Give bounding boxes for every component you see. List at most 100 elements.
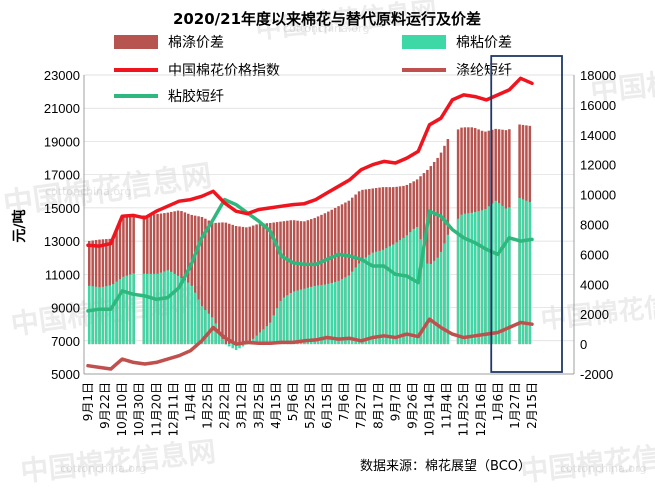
watermark-url: cottonchina.org xyxy=(283,22,370,35)
x-tick-label: 1月4日 xyxy=(184,382,198,421)
bar-cotton-viscose-spread xyxy=(508,207,511,345)
line-viscose-staple-point xyxy=(439,214,443,218)
bar-cotton-viscose-spread xyxy=(292,291,296,345)
bar-cotton-polyester-spread xyxy=(190,214,193,345)
bar-cotton-viscose-spread xyxy=(108,285,112,345)
y-left-tick-label: 13000 xyxy=(44,234,80,249)
bar-cotton-viscose-spread xyxy=(364,257,368,345)
x-tick-label: 11月25日 xyxy=(457,382,471,437)
line-cotton-price-index-point xyxy=(246,212,249,215)
line-cotton-price-index-point xyxy=(325,191,329,195)
bar-cotton-viscose-spread xyxy=(388,246,392,345)
bar-cotton-viscose-spread xyxy=(286,295,289,345)
y-right-tick-label: 2000 xyxy=(580,307,609,322)
line-polyester-staple-point xyxy=(360,339,363,342)
line-viscose-staple-point xyxy=(462,236,465,239)
y-right-tick-label: 18000 xyxy=(580,68,616,83)
line-cotton-price-index-point xyxy=(405,156,408,160)
bar-cotton-polyester-spread xyxy=(344,202,347,345)
bar-cotton-viscose-spread xyxy=(272,315,275,345)
line-polyester-staple-point xyxy=(382,334,386,337)
line-cotton-price-index-point xyxy=(109,242,112,245)
line-viscose-staple-point xyxy=(86,309,90,313)
bar-cotton-viscose-spread xyxy=(385,248,388,345)
y-left-tick-label: 11000 xyxy=(45,267,80,282)
x-tick-label: 1月27日 xyxy=(508,382,522,429)
line-viscose-staple-point xyxy=(303,263,306,266)
bar-cotton-viscose-spread xyxy=(313,285,316,345)
line-cotton-price-index-point xyxy=(428,123,431,127)
bar-cotton-viscose-spread xyxy=(528,202,532,345)
bar-cotton-viscose-spread xyxy=(327,283,330,345)
bar-cotton-viscose-spread xyxy=(279,300,282,345)
bar-cotton-viscose-spread xyxy=(378,250,381,345)
bar-cotton-viscose-spread xyxy=(224,344,228,345)
bar-cotton-viscose-spread xyxy=(296,290,299,345)
bar-cotton-viscose-spread xyxy=(381,249,385,345)
bar-cotton-viscose-spread xyxy=(169,271,173,345)
x-tick-label: 3月25日 xyxy=(252,382,266,429)
line-cotton-price-index-point xyxy=(496,93,500,97)
bar-cotton-viscose-spread xyxy=(282,297,286,345)
x-tick-label: 10月14日 xyxy=(423,382,437,437)
bar-cotton-viscose-spread xyxy=(91,286,94,345)
y-left-tick-label: 5000 xyxy=(51,367,80,382)
line-polyester-staple-point xyxy=(234,342,238,346)
y-left-tick-label: 17000 xyxy=(44,168,80,183)
bar-cotton-viscose-spread xyxy=(422,251,426,345)
line-cotton-price-index-point xyxy=(166,205,169,208)
line-polyester-staple-point xyxy=(496,331,500,334)
line-viscose-staple-point xyxy=(166,296,169,299)
bar-cotton-viscose-spread xyxy=(402,237,405,345)
y-right-tick-label: 10000 xyxy=(580,188,616,203)
bar-cotton-polyester-spread xyxy=(180,211,183,345)
bar-cotton-polyester-spread xyxy=(217,222,221,345)
bar-cotton-viscose-spread xyxy=(125,275,129,345)
line-cotton-price-index-point xyxy=(257,208,260,211)
bar-cotton-polyester-spread xyxy=(193,215,197,345)
bar-cotton-viscose-spread xyxy=(180,278,183,345)
line-cotton-price-index-point xyxy=(451,98,454,102)
line-cotton-price-index-point xyxy=(394,161,397,165)
line-viscose-staple-point xyxy=(189,264,192,268)
x-tick-label: 7月27日 xyxy=(354,382,368,429)
line-polyester-staple-point xyxy=(508,326,511,329)
bar-cotton-viscose-spread xyxy=(429,263,433,345)
bar-cotton-viscose-spread xyxy=(221,338,224,345)
line-viscose-staple-point xyxy=(212,218,215,221)
bar-cotton-polyester-spread xyxy=(275,222,279,345)
line-cotton-price-index-point xyxy=(268,206,272,210)
line-viscose-staple-point xyxy=(234,203,238,206)
bar-cotton-polyester-spread xyxy=(350,197,354,345)
line-polyester-staple-point xyxy=(416,335,420,338)
bar-cotton-viscose-spread xyxy=(521,199,525,345)
bar-cotton-polyester-spread xyxy=(436,157,439,345)
bar-cotton-viscose-spread xyxy=(467,213,470,345)
y-right-tick-label: -2000 xyxy=(580,367,613,382)
line-polyester-staple-point xyxy=(530,322,534,326)
line-polyester-staple-point xyxy=(439,326,443,329)
y-right-tick-label: 4000 xyxy=(580,277,609,292)
line-cotton-price-index-point xyxy=(120,214,124,218)
bar-cotton-viscose-spread xyxy=(193,292,197,345)
bar-cotton-viscose-spread xyxy=(368,254,371,345)
bar-cotton-polyester-spread xyxy=(248,226,252,345)
line-polyester-staple-point xyxy=(257,342,260,345)
bar-cotton-polyester-spread xyxy=(286,220,289,345)
line-viscose-staple-point xyxy=(291,261,295,264)
bar-cotton-viscose-spread xyxy=(149,273,152,345)
line-polyester-staple-point xyxy=(405,332,408,336)
line-polyester-staple-point xyxy=(246,341,249,344)
bar-cotton-viscose-spread xyxy=(432,260,436,345)
bar-cotton-viscose-spread xyxy=(518,198,521,345)
bar-cotton-viscose-spread xyxy=(204,310,207,345)
line-cotton-price-index-point xyxy=(508,88,511,92)
line-polyester-staple-point xyxy=(132,361,135,364)
bar-cotton-viscose-spread xyxy=(374,251,378,345)
line-viscose-staple-point xyxy=(485,248,488,251)
bar-cotton-viscose-spread xyxy=(207,313,211,345)
line-cotton-price-index-point xyxy=(382,160,386,163)
bar-cotton-viscose-spread xyxy=(439,251,443,345)
bar-cotton-viscose-spread xyxy=(470,212,474,345)
bar-cotton-polyester-spread xyxy=(238,226,241,345)
